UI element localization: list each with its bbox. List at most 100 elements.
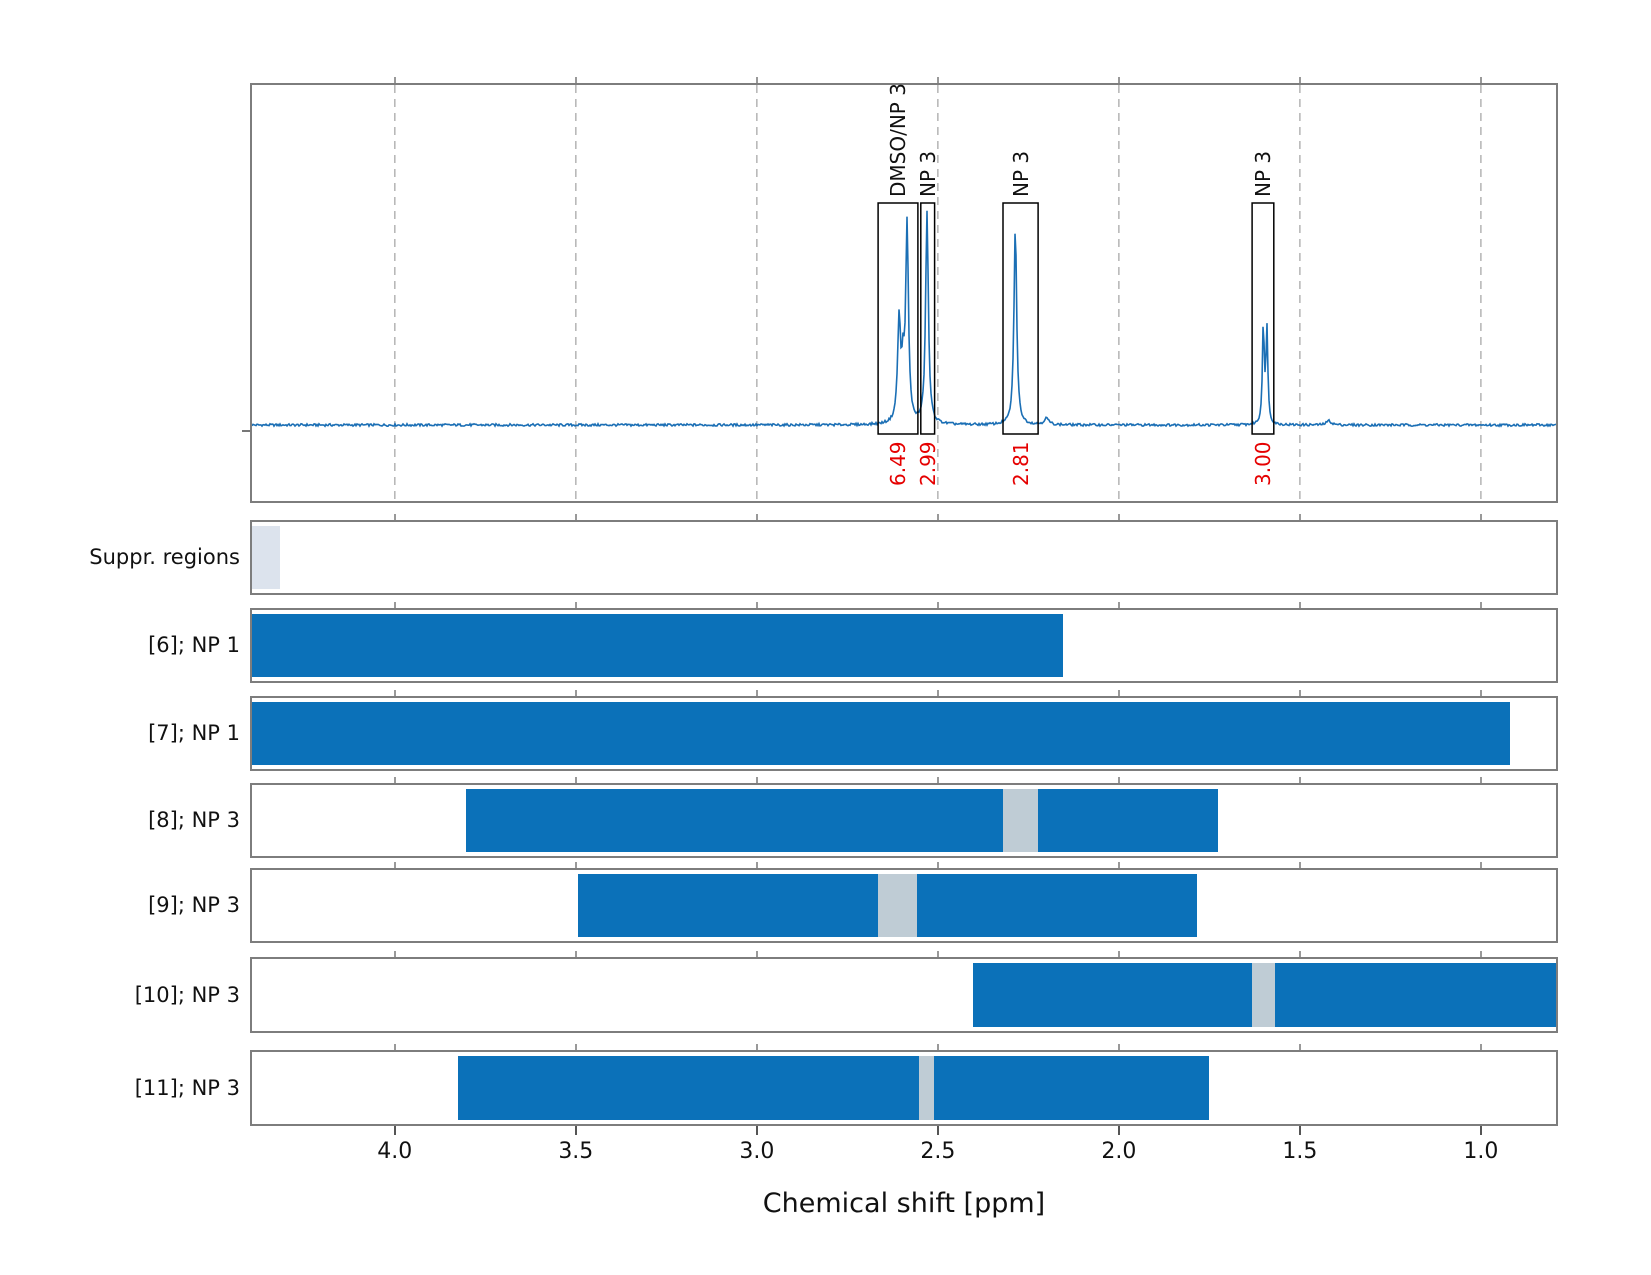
panel-top-tick xyxy=(574,690,577,696)
panel-top-tick xyxy=(1298,862,1301,868)
panel-top-tick xyxy=(1298,602,1301,608)
panel-top-tick xyxy=(574,1044,577,1050)
x-tick-label: 4.0 xyxy=(377,1139,413,1164)
integral-value-label: 3.00 xyxy=(1250,441,1275,486)
row-label-9: [9]; NP 3 xyxy=(148,893,240,917)
row-label-suppressed-regions: Suppr. regions xyxy=(89,545,240,569)
panel-top-tick xyxy=(1117,777,1120,783)
peak-assignment-label: NP 3 xyxy=(915,150,940,197)
panel-top-tick xyxy=(393,1044,396,1050)
panel-top-tick xyxy=(1479,514,1482,520)
panel-top-tick xyxy=(574,862,577,868)
row-label-7: [7]; NP 1 xyxy=(148,721,240,745)
panel-top-tick xyxy=(1117,862,1120,868)
panel-top-tick xyxy=(393,602,396,608)
panel-top-tick xyxy=(393,777,396,783)
x-tick-label: 3.0 xyxy=(739,1139,775,1164)
integration-box xyxy=(1002,202,1039,435)
excluded-gap-band xyxy=(1252,963,1276,1027)
x-tick-mark xyxy=(393,1126,396,1135)
match-region-bar xyxy=(457,1056,1209,1120)
match-row-10-panel xyxy=(250,957,1558,1033)
peak-assignment-label: NP 3 xyxy=(1008,150,1033,197)
panel-top-tick xyxy=(936,514,939,520)
panel-top-tick xyxy=(574,514,577,520)
x-tick-mark xyxy=(936,1126,939,1135)
panel-top-tick xyxy=(393,514,396,520)
suppressed-region-band xyxy=(252,526,281,589)
panel-top-tick xyxy=(1117,690,1120,696)
match-region-bar xyxy=(252,614,1064,677)
panel-top-tick xyxy=(1479,602,1482,608)
match-row-6-panel xyxy=(250,608,1558,683)
panel-top-tick xyxy=(755,862,758,868)
spectrum-trace xyxy=(252,210,1556,428)
integral-value-label: 6.49 xyxy=(886,441,911,486)
panel-top-tick xyxy=(1298,951,1301,957)
panel-top-tick xyxy=(755,951,758,957)
row-label-10: [10]; NP 3 xyxy=(134,983,240,1007)
panel-top-tick xyxy=(755,602,758,608)
suppressed-regions-panel xyxy=(250,520,1558,595)
integration-box xyxy=(1251,202,1275,435)
match-row-11-panel xyxy=(250,1050,1558,1126)
panel-top-tick xyxy=(1479,690,1482,696)
integration-box xyxy=(920,202,936,435)
panel-top-tick xyxy=(1117,77,1120,83)
excluded-gap-band xyxy=(878,874,918,937)
match-row-9-panel xyxy=(250,868,1558,943)
x-tick-label: 3.5 xyxy=(558,1139,594,1164)
panel-top-tick xyxy=(1479,1044,1482,1050)
nmr-spectrum xyxy=(252,85,1556,501)
panel-top-tick xyxy=(936,1044,939,1050)
x-tick-label: 1.0 xyxy=(1463,1139,1499,1164)
match-region-bar xyxy=(465,789,1219,852)
x-tick-mark xyxy=(755,1126,758,1135)
panel-top-tick xyxy=(393,951,396,957)
excluded-gap-band xyxy=(919,1056,935,1120)
panel-top-tick xyxy=(1479,862,1482,868)
spectrum-y-tick xyxy=(242,430,250,432)
panel-top-tick xyxy=(574,951,577,957)
panel-top-tick xyxy=(755,690,758,696)
panel-top-tick xyxy=(1479,77,1482,83)
integral-value-label: 2.99 xyxy=(915,441,940,486)
row-label-6: [6]; NP 1 xyxy=(148,633,240,657)
peak-assignment-label: NP 3 xyxy=(1250,150,1275,197)
panel-top-tick xyxy=(1117,602,1120,608)
panel-top-tick xyxy=(393,690,396,696)
panel-top-tick xyxy=(755,514,758,520)
spectrum-panel: DMSO/NP 3 6.49 NP 3 2.99 NP 3 2.81 NP 3 3.00 xyxy=(250,83,1558,503)
panel-top-tick xyxy=(936,77,939,83)
panel-top-tick xyxy=(936,777,939,783)
panel-top-tick xyxy=(1479,951,1482,957)
x-axis-label: Chemical shift [ppm] xyxy=(762,1188,1046,1219)
panel-top-tick xyxy=(936,602,939,608)
panel-top-tick xyxy=(936,951,939,957)
panel-top-tick xyxy=(755,777,758,783)
excluded-gap-band xyxy=(1003,789,1039,852)
panel-top-tick xyxy=(936,862,939,868)
row-label-11: [11]; NP 3 xyxy=(134,1076,240,1100)
panel-top-tick xyxy=(1117,1044,1120,1050)
panel-top-tick xyxy=(1117,514,1120,520)
panel-top-tick xyxy=(574,777,577,783)
panel-top-tick xyxy=(393,862,396,868)
panel-top-tick xyxy=(1479,777,1482,783)
x-tick-mark xyxy=(1298,1126,1301,1135)
row-label-8: [8]; NP 3 xyxy=(148,808,240,832)
match-row-8-panel xyxy=(250,783,1558,858)
x-tick-mark xyxy=(1479,1126,1482,1135)
panel-top-tick xyxy=(755,1044,758,1050)
panel-top-tick xyxy=(1298,77,1301,83)
panel-top-tick xyxy=(755,77,758,83)
integration-box xyxy=(877,202,919,435)
x-tick-label: 2.5 xyxy=(920,1139,956,1164)
panel-top-tick xyxy=(1117,951,1120,957)
panel-top-tick xyxy=(574,77,577,83)
x-tick-label: 2.0 xyxy=(1101,1139,1137,1164)
integral-value-label: 2.81 xyxy=(1008,441,1033,486)
panel-top-tick xyxy=(1298,514,1301,520)
x-tick-mark xyxy=(574,1126,577,1135)
